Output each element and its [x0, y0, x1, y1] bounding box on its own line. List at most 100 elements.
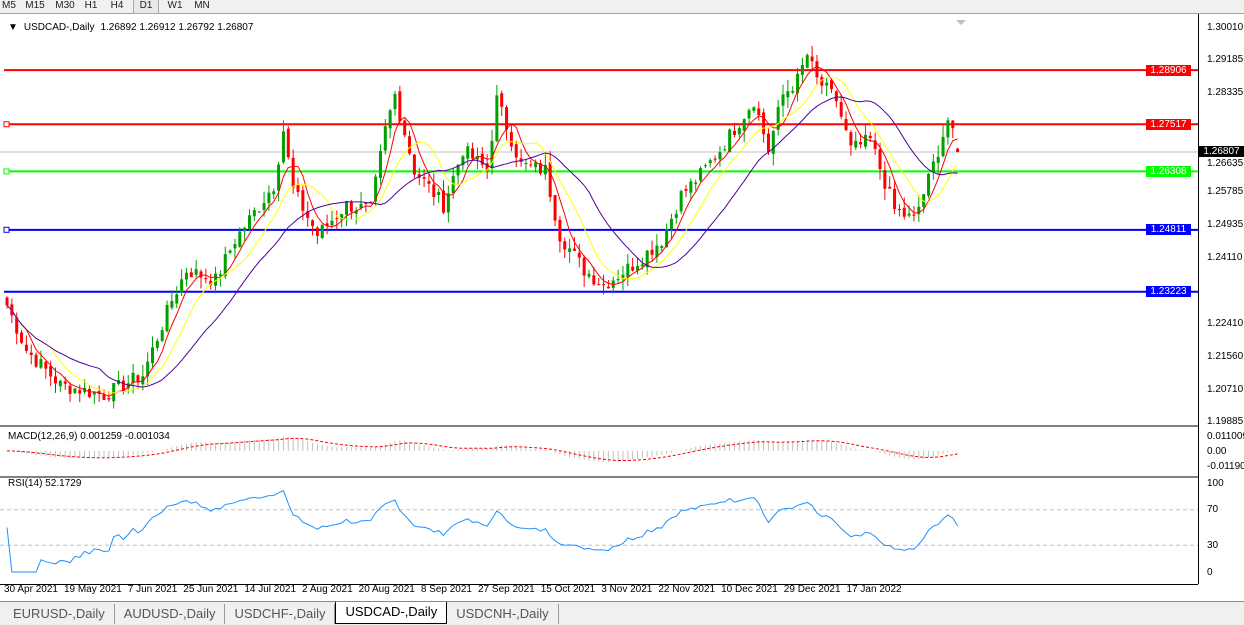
bear-candle [291, 157, 295, 188]
collapse-arrow-icon[interactable]: ▼ [8, 22, 18, 33]
tab-usdchf[interactable]: USDCHF-,Daily [225, 604, 336, 624]
bull-candle [155, 340, 159, 348]
bull-candle [524, 163, 528, 165]
bear-candle [335, 218, 339, 220]
bull-candle [703, 165, 707, 167]
bull-candle [825, 82, 829, 86]
bear-candle [539, 163, 542, 174]
bear-candle [713, 158, 717, 160]
bear-candle [839, 102, 843, 117]
bear-candle [427, 181, 431, 184]
line-anchor-handle [3, 168, 10, 175]
timeframe-d1[interactable]: D1 [133, 0, 159, 14]
price-tick: 1.26635 [1207, 158, 1244, 170]
price-tick: 1.22410 [1207, 317, 1244, 329]
bear-candle [68, 385, 72, 394]
timeframe-h1[interactable]: H1 [84, 0, 98, 11]
bull-candle [446, 193, 450, 213]
bull-candle [922, 194, 926, 207]
price-tick: 1.28335 [1207, 86, 1244, 98]
bull-candle [131, 372, 135, 383]
bear-candle [369, 201, 373, 203]
line-price-tag: 1.27517 [1146, 118, 1191, 130]
bear-candle [684, 188, 688, 191]
bear-candle [189, 272, 193, 278]
bear-candle [417, 174, 421, 178]
bull-candle [437, 191, 441, 196]
bear-candle [87, 388, 91, 397]
bear-candle [311, 220, 315, 227]
macd-label: MACD(12,26,9) 0.001259 -0.001034 [8, 431, 170, 442]
bear-candle [514, 144, 518, 158]
tab-usdcnh[interactable]: USDCNH-,Daily [447, 604, 559, 624]
bear-candle [364, 203, 368, 205]
ma-mid-line [6, 76, 958, 394]
bull-candle [243, 227, 247, 232]
date-tick: 22 Nov 2021 [658, 584, 716, 595]
tab-usdcad[interactable]: USDCAD-,Daily [335, 602, 448, 624]
bear-candle [897, 209, 901, 211]
bull-candle [160, 330, 164, 341]
timeframe-mn[interactable]: MN [194, 0, 210, 11]
date-tick: 25 Jun 2021 [183, 584, 239, 595]
line-price-tag: 1.26308 [1146, 165, 1191, 177]
line-anchor-handle [3, 226, 10, 233]
date-tick: 7 Jun 2021 [127, 584, 178, 595]
bull-candle [112, 383, 116, 402]
bear-candle [432, 184, 436, 197]
timeframe-m15[interactable]: M15 [25, 0, 45, 11]
line-price-tag: 1.23223 [1146, 286, 1191, 298]
bear-candle [199, 271, 203, 278]
timeframe-m5[interactable]: M5 [2, 0, 16, 11]
tab-audusd[interactable]: AUDUSD-,Daily [115, 604, 226, 624]
bull-candle [800, 65, 804, 75]
date-tick: 30 Apr 2021 [4, 584, 58, 595]
macd-tick: 0.00 [1207, 445, 1227, 457]
bear-candle [553, 195, 557, 221]
bull-candle [636, 266, 639, 271]
bear-candle [107, 397, 111, 400]
bull-candle [58, 380, 62, 387]
timeframe-h4[interactable]: H4 [110, 0, 124, 11]
bull-candle [728, 129, 732, 153]
bull-candle [262, 203, 266, 210]
bear-candle [63, 381, 67, 384]
timeframe-w1[interactable]: W1 [167, 0, 183, 11]
bear-candle [44, 361, 48, 369]
bear-candle [873, 140, 877, 149]
macd-tick: -0.01190 [1207, 460, 1244, 472]
bull-candle [752, 107, 756, 111]
bull-candle [281, 131, 285, 163]
bear-candle [766, 133, 770, 152]
bear-candle [631, 266, 635, 271]
bull-candle [645, 250, 649, 268]
bull-candle [141, 376, 145, 385]
bear-candle [592, 275, 596, 285]
bear-candle [606, 286, 610, 289]
bull-candle [175, 294, 179, 304]
bear-candle [29, 352, 33, 355]
bear-candle [485, 163, 489, 171]
bear-candle [102, 394, 106, 400]
timeframe-m30[interactable]: M30 [55, 0, 75, 11]
bear-candle [422, 177, 426, 179]
date-tick: 20 Aug 2021 [358, 584, 415, 595]
bull-candle [378, 151, 382, 178]
bull-candle [640, 264, 644, 267]
bear-candle [558, 219, 562, 242]
line-price-tag: 1.24811 [1146, 224, 1191, 236]
tab-eurusd[interactable]: EURUSD-,Daily [4, 604, 115, 624]
bear-candle [442, 190, 445, 213]
bull-candle [461, 156, 465, 166]
bull-candle [805, 55, 809, 68]
bull-candle [490, 140, 494, 169]
bear-candle [762, 112, 766, 135]
bear-candle [20, 332, 24, 343]
date-tick: 2 Aug 2021 [302, 584, 353, 595]
bull-candle [941, 136, 945, 157]
price-chart[interactable] [0, 14, 1244, 601]
bull-candle [495, 95, 499, 142]
bear-candle [733, 130, 736, 135]
current-price-tag: 1.26807 [1199, 146, 1244, 158]
bull-candle [146, 361, 150, 377]
